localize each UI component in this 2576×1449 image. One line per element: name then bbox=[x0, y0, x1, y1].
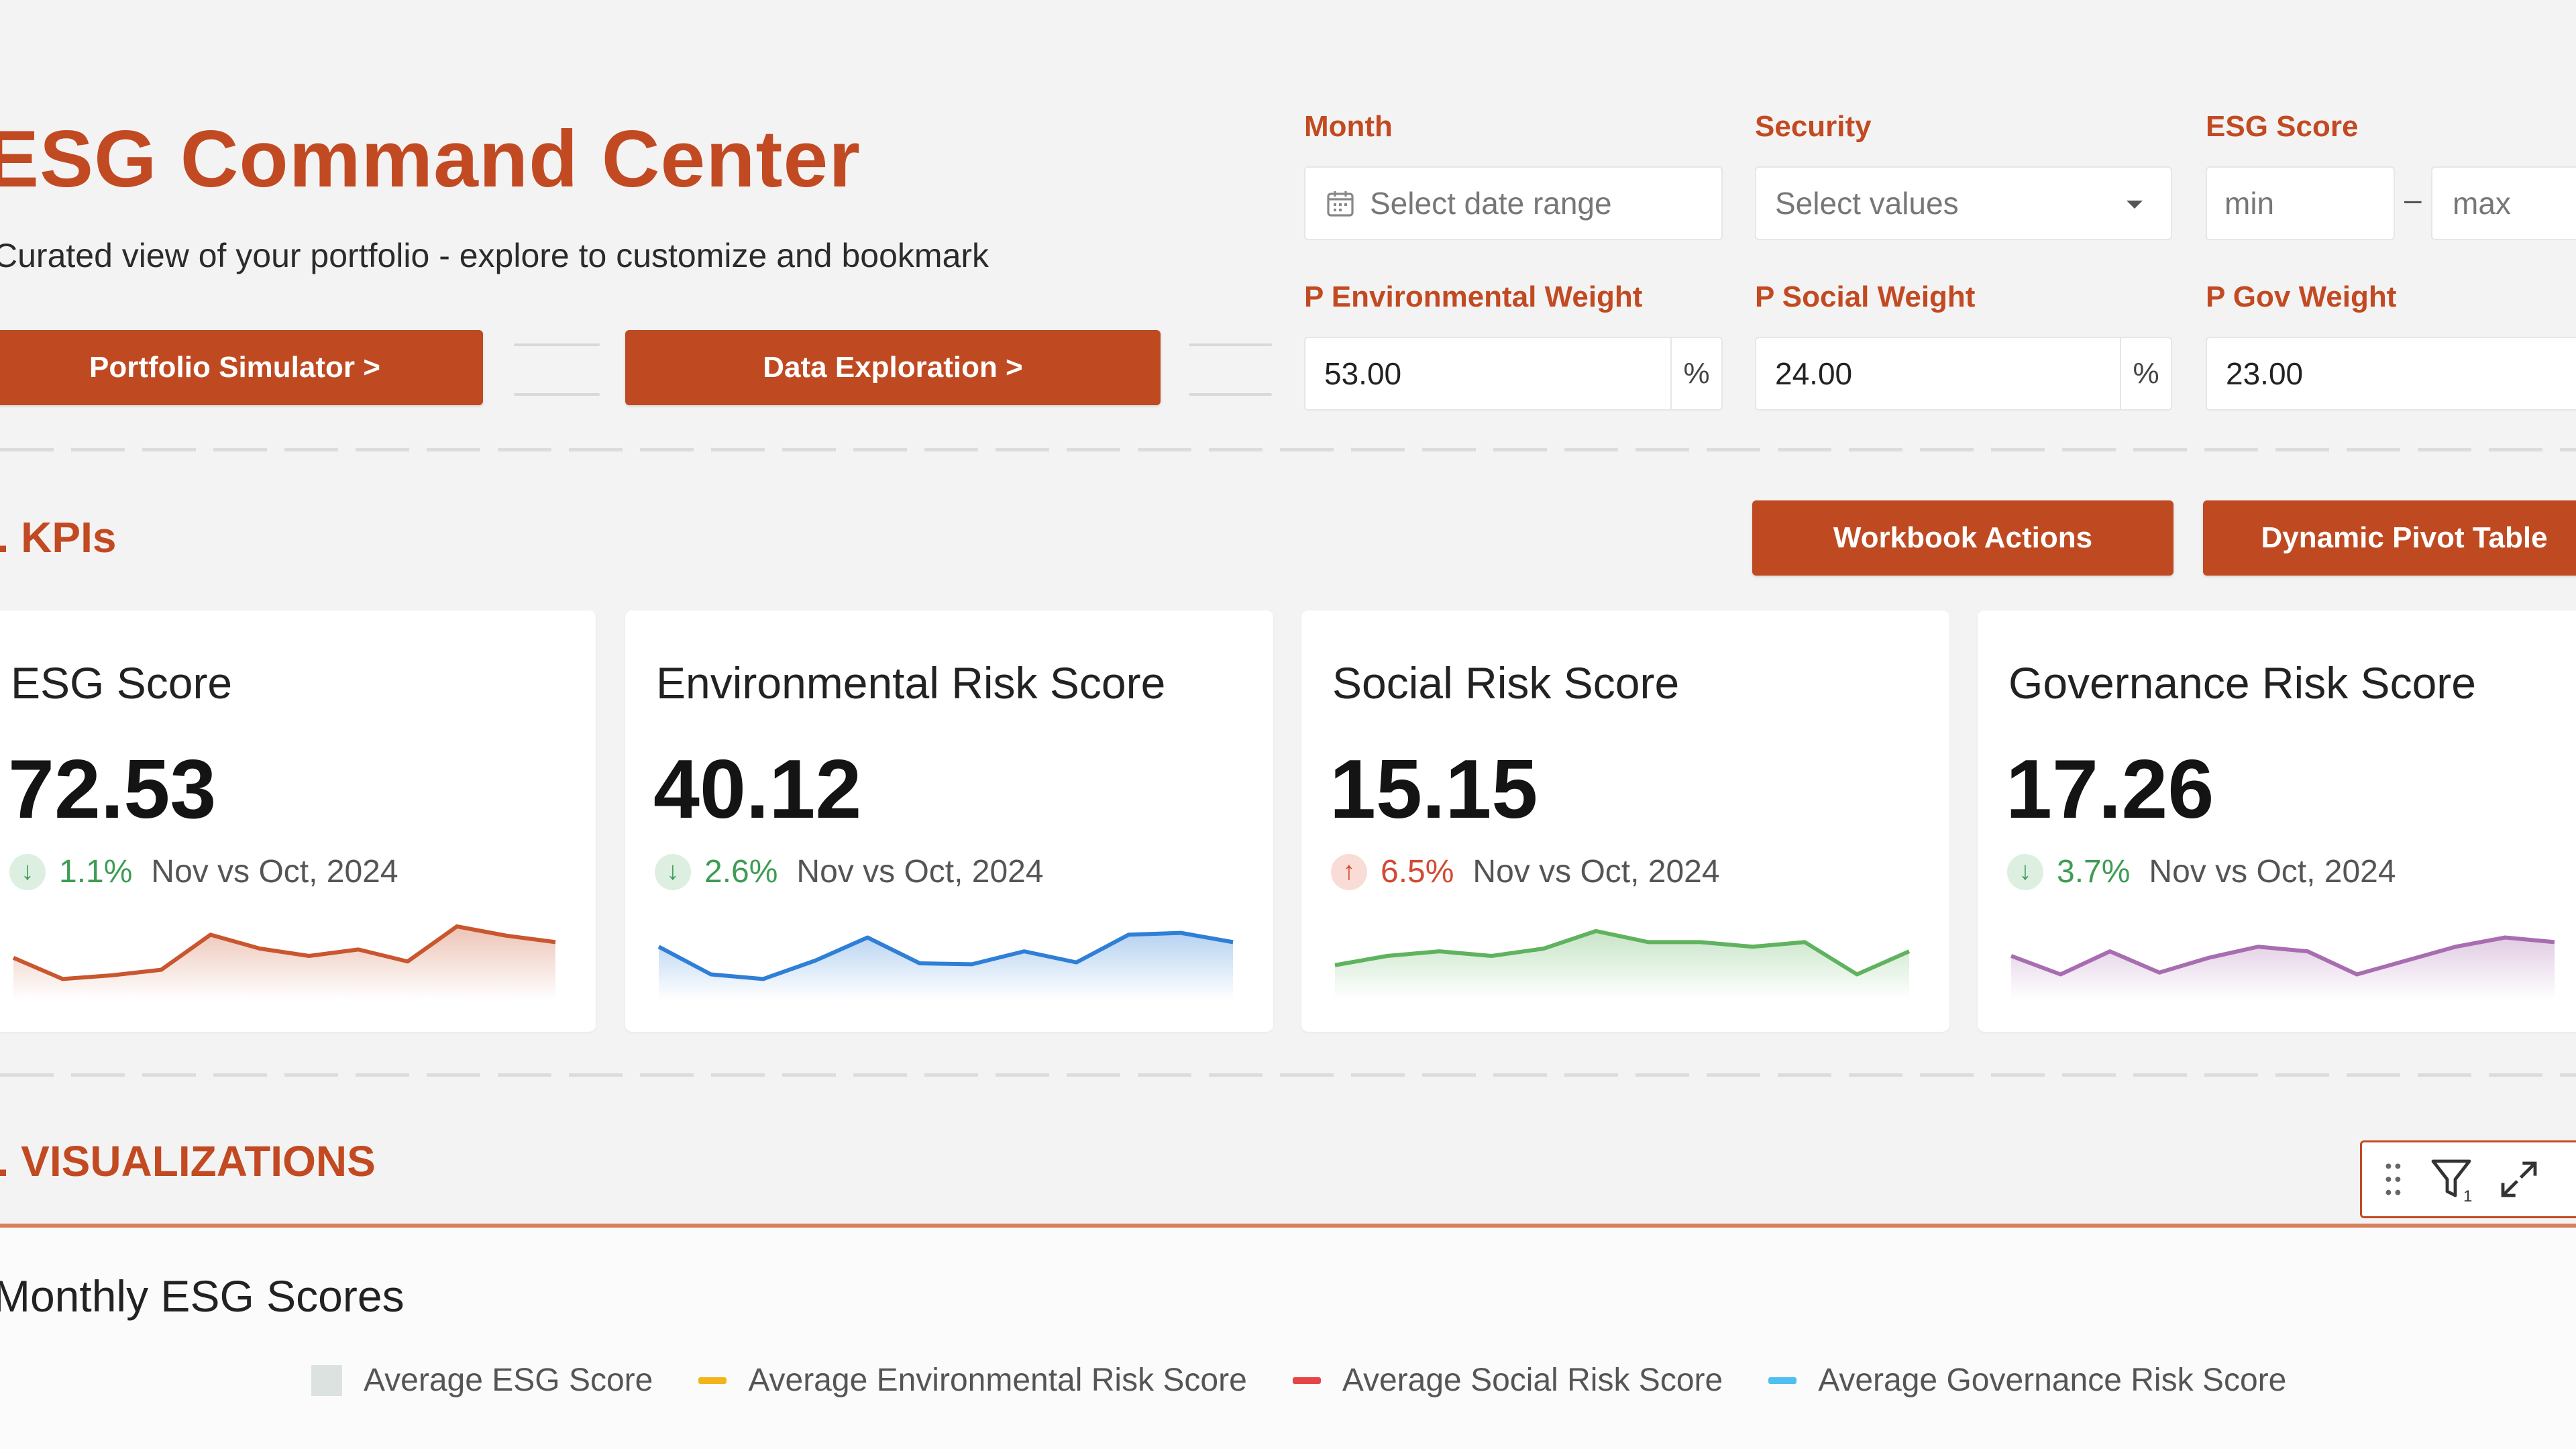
kpi-comparison: Nov vs Oct, 2024 bbox=[2149, 854, 2396, 890]
gov-weight-value: 23.00 bbox=[2226, 356, 2304, 391]
legend-label: Average Environmental Risk Score bbox=[748, 1362, 1247, 1398]
sparkline-line bbox=[657, 930, 1234, 981]
security-label: Security bbox=[1755, 110, 1872, 143]
workbook-actions-button[interactable]: Workbook Actions bbox=[1752, 500, 2174, 576]
kpi-title: ESG Score bbox=[11, 658, 233, 708]
kpi-card-esg-score[interactable]: ESG Score 72.53 ↓ 1.1% Nov vs Oct, 2024 bbox=[0, 610, 596, 1032]
portfolio-simulator-button[interactable]: Portfolio Simulator > bbox=[0, 330, 483, 405]
sparkline bbox=[657, 930, 1234, 1000]
legend-item[interactable]: Average ESG Score bbox=[311, 1362, 653, 1399]
sparkline-area bbox=[659, 932, 1233, 1000]
percent-suffix: % bbox=[2120, 338, 2171, 409]
range-separator: – bbox=[2404, 182, 2422, 217]
chart-toolbar: 1 bbox=[2360, 1140, 2576, 1218]
kpi-value: 72.53 bbox=[8, 743, 217, 836]
panel-top-border bbox=[0, 1224, 2576, 1228]
percent-suffix: % bbox=[1670, 338, 1721, 409]
expand-icon[interactable] bbox=[2498, 1158, 2540, 1201]
divider bbox=[1189, 343, 1272, 346]
month-placeholder: Select date range bbox=[1370, 186, 1612, 221]
sparkline-area bbox=[1335, 930, 1909, 1000]
page-subtitle: Curated view of your portfolio - explore… bbox=[0, 237, 989, 274]
month-date-range-input[interactable]: Select date range bbox=[1304, 166, 1723, 240]
sparkline-line bbox=[12, 924, 556, 981]
chart-panel: Monthly ESG Scores Average ESG Score Ave… bbox=[0, 1228, 2576, 1449]
kpi-comparison: Nov vs Oct, 2024 bbox=[151, 854, 398, 890]
calendar-icon bbox=[1327, 191, 1354, 217]
legend-swatch bbox=[1768, 1377, 1797, 1384]
esg-score-max-input[interactable]: max bbox=[2431, 166, 2576, 240]
kpi-comparison: Nov vs Oct, 2024 bbox=[796, 854, 1044, 890]
sparkline bbox=[2010, 935, 2555, 1000]
sparkline bbox=[1334, 928, 1911, 1000]
legend-label: Average Governance Risk Score bbox=[1818, 1362, 2287, 1398]
drag-handle-icon[interactable] bbox=[2382, 1161, 2402, 1198]
legend-swatch bbox=[311, 1364, 342, 1396]
kpi-title: Environmental Risk Score bbox=[656, 658, 1166, 708]
social-weight-value: 24.00 bbox=[1775, 356, 1853, 391]
divider bbox=[514, 343, 600, 346]
kpi-title: Governance Risk Score bbox=[2008, 658, 2476, 708]
kpi-value: 17.26 bbox=[2006, 743, 2214, 836]
kpi-comparison: Nov vs Oct, 2024 bbox=[1472, 854, 1720, 890]
kpi-title: Social Risk Score bbox=[1332, 658, 1680, 708]
legend-item[interactable]: Average Social Risk Score bbox=[1292, 1362, 1723, 1399]
sparkline-area bbox=[2011, 937, 2555, 1000]
kpi-card-governance-risk[interactable]: Governance Risk Score 17.26 ↓ 3.7% Nov v… bbox=[1978, 610, 2576, 1032]
arrow-up-icon: ↑ bbox=[1331, 853, 1367, 890]
legend-swatch bbox=[698, 1377, 727, 1384]
legend-label: Average Social Risk Score bbox=[1342, 1362, 1723, 1398]
social-weight-label: P Social Weight bbox=[1755, 280, 1976, 313]
dynamic-pivot-table-button[interactable]: Dynamic Pivot Table bbox=[2203, 500, 2576, 576]
env-weight-input[interactable]: 53.00 % bbox=[1304, 337, 1723, 411]
chart-title: Monthly ESG Scores bbox=[0, 1271, 405, 1321]
gov-weight-label: P Gov Weight bbox=[2206, 280, 2397, 313]
legend-label: Average ESG Score bbox=[364, 1362, 653, 1398]
sparkline bbox=[12, 924, 556, 1000]
svg-text:1: 1 bbox=[2463, 1187, 2472, 1203]
esg-score-min-input[interactable]: min bbox=[2206, 166, 2395, 240]
env-weight-value: 53.00 bbox=[1324, 356, 1402, 391]
arrow-down-icon: ↓ bbox=[2007, 853, 2043, 890]
gov-weight-input[interactable]: 23.00 bbox=[2206, 337, 2576, 411]
esg-min-placeholder: min bbox=[2224, 186, 2275, 221]
kpi-card-environmental-risk[interactable]: Environmental Risk Score 40.12 ↓ 2.6% No… bbox=[625, 610, 1273, 1032]
kpi-delta: 1.1% bbox=[59, 854, 133, 890]
section-separator bbox=[0, 1073, 2576, 1077]
chevron-down-icon bbox=[2127, 201, 2143, 209]
filter-icon[interactable]: 1 bbox=[2429, 1155, 2477, 1203]
sparkline-area bbox=[13, 926, 555, 1000]
kpi-delta: 3.7% bbox=[2057, 854, 2131, 890]
page-title: ESG Command Center bbox=[0, 114, 861, 204]
arrow-down-icon: ↓ bbox=[9, 853, 46, 890]
data-exploration-button[interactable]: Data Exploration > bbox=[625, 330, 1161, 405]
kpis-heading: 1. KPIs bbox=[0, 513, 117, 561]
month-label: Month bbox=[1304, 110, 1393, 143]
arrow-down-icon: ↓ bbox=[655, 853, 691, 890]
kpi-card-social-risk[interactable]: Social Risk Score 15.15 ↑ 6.5% Nov vs Oc… bbox=[1301, 610, 1949, 1032]
esg-score-label: ESG Score bbox=[2206, 110, 2359, 143]
chart-legend: Average ESG Score Average Environmental … bbox=[311, 1362, 2286, 1399]
kpi-delta: 6.5% bbox=[1381, 854, 1454, 890]
divider bbox=[514, 393, 600, 396]
sparkline-line bbox=[2010, 935, 2555, 977]
section-separator bbox=[0, 448, 2576, 451]
esg-max-placeholder: max bbox=[2453, 186, 2511, 221]
legend-item[interactable]: Average Governance Risk Score bbox=[1768, 1362, 2286, 1399]
env-weight-label: P Environmental Weight bbox=[1304, 280, 1643, 313]
security-placeholder: Select values bbox=[1775, 186, 1959, 221]
kpi-value: 40.12 bbox=[653, 743, 862, 836]
legend-item[interactable]: Average Environmental Risk Score bbox=[698, 1362, 1247, 1399]
visualizations-heading: 2. VISUALIZATIONS bbox=[0, 1137, 376, 1185]
security-select[interactable]: Select values bbox=[1755, 166, 2172, 240]
social-weight-input[interactable]: 24.00 % bbox=[1755, 337, 2172, 411]
kpi-delta: 2.6% bbox=[704, 854, 778, 890]
kpi-value: 15.15 bbox=[1330, 743, 1538, 836]
divider bbox=[1189, 393, 1272, 396]
sparkline-line bbox=[1334, 928, 1911, 977]
legend-swatch bbox=[1292, 1377, 1321, 1384]
